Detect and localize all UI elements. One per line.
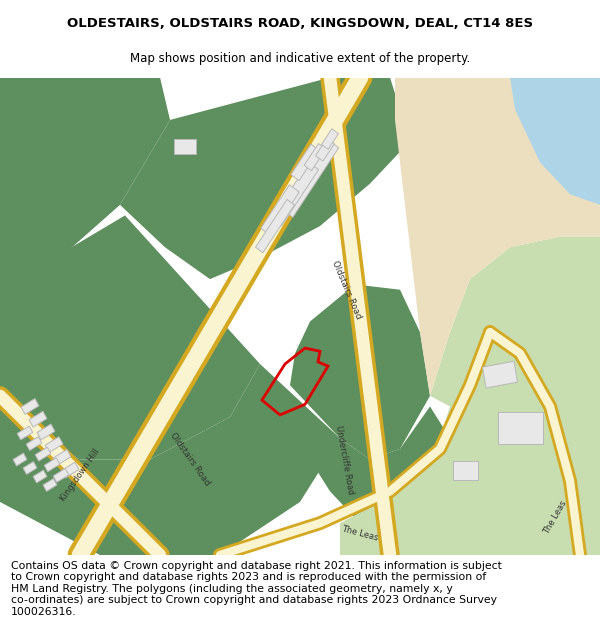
Polygon shape	[29, 411, 47, 427]
Polygon shape	[61, 462, 79, 478]
Polygon shape	[395, 78, 600, 396]
Text: Undercliffe Road: Undercliffe Road	[335, 424, 355, 495]
Polygon shape	[53, 469, 69, 482]
Polygon shape	[322, 129, 338, 149]
Polygon shape	[120, 78, 410, 279]
Text: Oldstairs Road: Oldstairs Road	[331, 259, 364, 320]
Text: Oldstairs Road: Oldstairs Road	[169, 431, 212, 488]
Polygon shape	[452, 461, 478, 479]
Polygon shape	[26, 437, 42, 451]
Polygon shape	[261, 185, 299, 236]
Polygon shape	[290, 284, 430, 459]
Polygon shape	[23, 462, 37, 474]
Text: The Leas: The Leas	[542, 499, 568, 536]
Polygon shape	[256, 199, 295, 252]
Polygon shape	[482, 361, 517, 388]
Polygon shape	[44, 458, 60, 472]
Polygon shape	[510, 78, 600, 205]
Polygon shape	[53, 449, 71, 465]
Polygon shape	[497, 412, 542, 444]
Polygon shape	[43, 479, 57, 491]
Text: Kingsdown Hill: Kingsdown Hill	[59, 448, 101, 503]
Polygon shape	[37, 424, 55, 440]
Text: Contains OS data © Crown copyright and database right 2021. This information is : Contains OS data © Crown copyright and d…	[11, 561, 502, 617]
Polygon shape	[33, 470, 47, 483]
Polygon shape	[271, 162, 319, 226]
Text: The Leas: The Leas	[341, 524, 379, 543]
Polygon shape	[17, 426, 33, 440]
Polygon shape	[13, 453, 27, 466]
Polygon shape	[340, 237, 600, 555]
Polygon shape	[35, 448, 51, 461]
Polygon shape	[316, 138, 334, 161]
Polygon shape	[45, 437, 63, 452]
Polygon shape	[291, 144, 319, 181]
Polygon shape	[281, 139, 338, 218]
Text: Map shows position and indicative extent of the property.: Map shows position and indicative extent…	[130, 52, 470, 64]
Polygon shape	[21, 399, 39, 414]
Polygon shape	[310, 406, 450, 523]
Polygon shape	[304, 144, 326, 171]
Polygon shape	[0, 364, 340, 555]
Text: OLDESTAIRS, OLDSTAIRS ROAD, KINGSDOWN, DEAL, CT14 8ES: OLDESTAIRS, OLDSTAIRS ROAD, KINGSDOWN, D…	[67, 17, 533, 30]
Polygon shape	[0, 78, 170, 311]
Polygon shape	[174, 139, 196, 154]
Polygon shape	[0, 216, 260, 459]
